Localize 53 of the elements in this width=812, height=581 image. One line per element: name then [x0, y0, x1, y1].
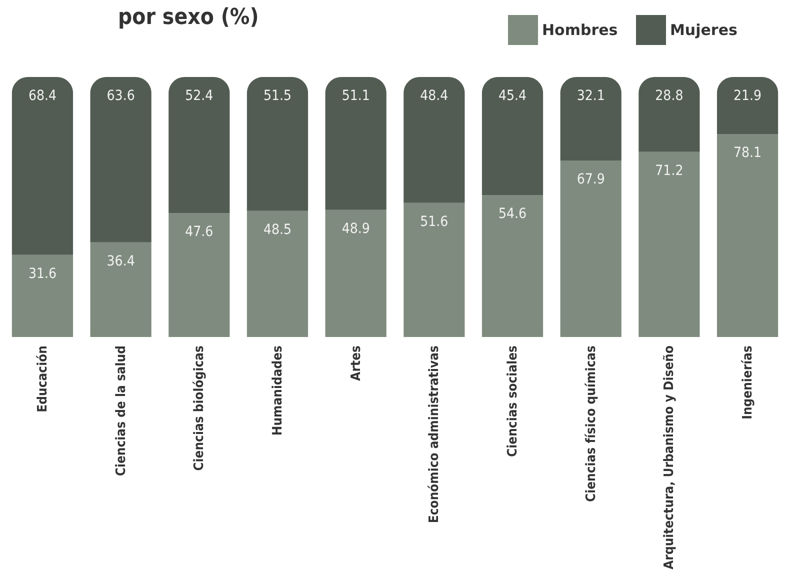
bar	[12, 77, 74, 255]
bar	[638, 77, 700, 152]
data-label: 36.4	[106, 253, 135, 270]
x-tick-label: Ciencias biológicas	[192, 345, 208, 471]
bar	[638, 152, 700, 337]
data-label: 28.8	[655, 88, 684, 104]
data-label: 45.4	[498, 88, 527, 104]
legend-label: Mujeres	[670, 21, 738, 39]
x-tick-label: Artes	[348, 345, 364, 381]
data-label: 51.5	[263, 88, 292, 104]
bar	[168, 213, 230, 337]
data-label: 52.4	[185, 88, 214, 104]
chart-title: por sexo (%)	[118, 5, 259, 30]
bar	[325, 77, 386, 210]
bar	[404, 77, 465, 203]
data-label: 71.2	[655, 162, 684, 179]
data-label: 48.4	[420, 88, 448, 104]
data-label: 48.9	[342, 220, 370, 237]
bar	[246, 77, 308, 211]
x-tick-label: Ciencias sociales	[506, 345, 521, 457]
bar	[716, 77, 778, 134]
data-label: 47.6	[185, 224, 214, 240]
bar	[716, 134, 778, 337]
data-label: 78.1	[734, 144, 762, 161]
x-tick-label: Educación	[35, 346, 50, 412]
bar	[325, 210, 386, 337]
bar	[482, 77, 544, 196]
data-label: 51.6	[420, 214, 448, 230]
bar	[90, 77, 152, 242]
data-label: 63.6	[106, 88, 135, 104]
data-label: 21.9	[734, 88, 762, 104]
data-label: 51.1	[342, 88, 370, 104]
data-label: 32.1	[576, 88, 605, 104]
bar	[168, 77, 230, 214]
x-tick-label: Ciencias de la salud	[114, 346, 129, 476]
x-tick-label: Ciencias físico químicas	[584, 345, 599, 502]
data-label: 67.9	[576, 171, 605, 188]
data-label: 68.4	[28, 88, 56, 104]
bar	[560, 160, 622, 337]
x-tick-label: Económico administrativas	[427, 345, 442, 524]
bar	[90, 242, 152, 337]
data-label: 31.6	[28, 266, 56, 282]
bar	[404, 202, 465, 337]
data-label: 54.6	[498, 206, 527, 222]
x-tick-label: Humanidades	[270, 345, 286, 436]
bar	[12, 254, 74, 337]
bar	[482, 195, 544, 337]
x-tick-label: Arquitectura, Urbanismo y Diseño	[662, 346, 678, 570]
legend-label: Hombres	[542, 21, 618, 39]
x-tick-label: Ingenierías	[740, 345, 756, 420]
data-label: 48.5	[263, 222, 292, 238]
bar	[246, 210, 308, 337]
bar	[560, 77, 622, 160]
